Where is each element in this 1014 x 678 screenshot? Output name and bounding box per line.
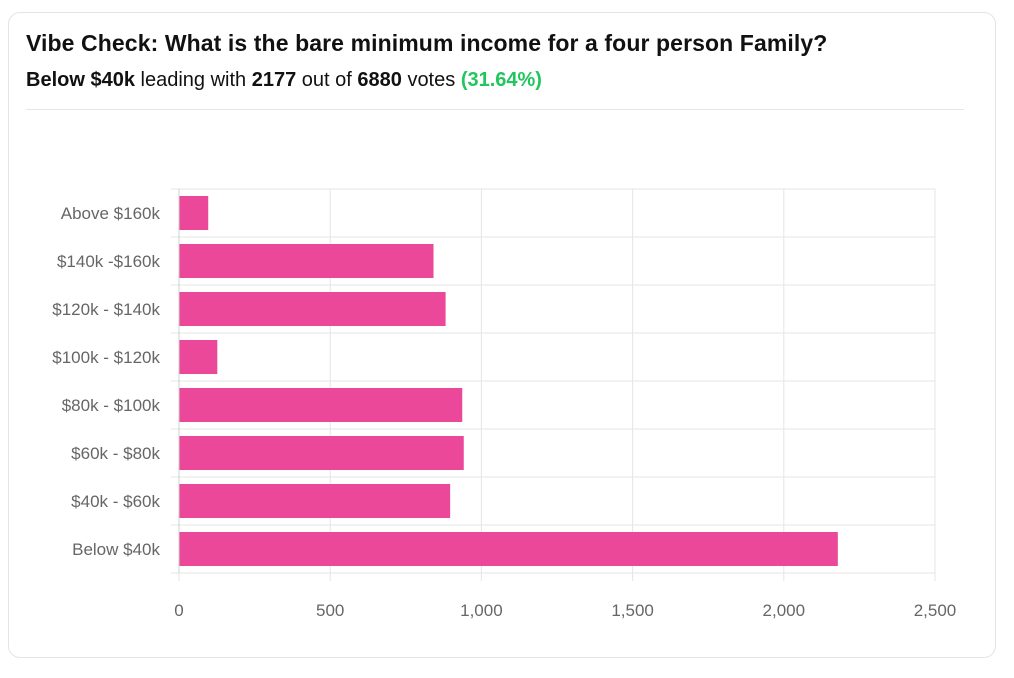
bar — [179, 484, 451, 518]
category-label: $60k - $80k — [71, 444, 160, 463]
leader-percent: (31.64%) — [460, 69, 542, 91]
x-tick-label: 0 — [174, 601, 183, 620]
poll-summary: Below $40k leading with 2177 out of 6880… — [26, 69, 542, 92]
out-of-text: out of — [301, 69, 352, 91]
leader-votes: 2177 — [251, 69, 297, 91]
category-label: $100k - $120k — [52, 348, 160, 367]
x-tick-label: 2,500 — [914, 601, 957, 620]
x-tick-label: 2,000 — [763, 601, 806, 620]
category-label: $80k - $100k — [62, 396, 161, 415]
bar — [179, 436, 464, 470]
category-label: $120k - $140k — [52, 300, 160, 319]
leading-option: Below $40k — [26, 69, 135, 91]
votes-text: votes — [407, 69, 456, 91]
bar — [179, 244, 434, 278]
x-tick-label: 1,500 — [611, 601, 654, 620]
bar — [179, 196, 209, 230]
bar — [179, 292, 446, 326]
poll-title: Vibe Check: What is the bare minimum inc… — [26, 30, 828, 56]
category-label: $140k -$160k — [57, 252, 161, 271]
x-tick-label: 1,000 — [460, 601, 503, 620]
bar — [179, 532, 838, 566]
bar — [179, 340, 218, 374]
category-label: Above $160k — [61, 204, 161, 223]
category-label: $40k - $60k — [71, 492, 160, 511]
category-label: Below $40k — [72, 540, 160, 559]
total-votes: 6880 — [357, 69, 402, 91]
x-tick-label: 500 — [316, 601, 344, 620]
divider — [26, 109, 964, 110]
leading-text: leading with — [140, 69, 247, 91]
bar — [179, 388, 463, 422]
